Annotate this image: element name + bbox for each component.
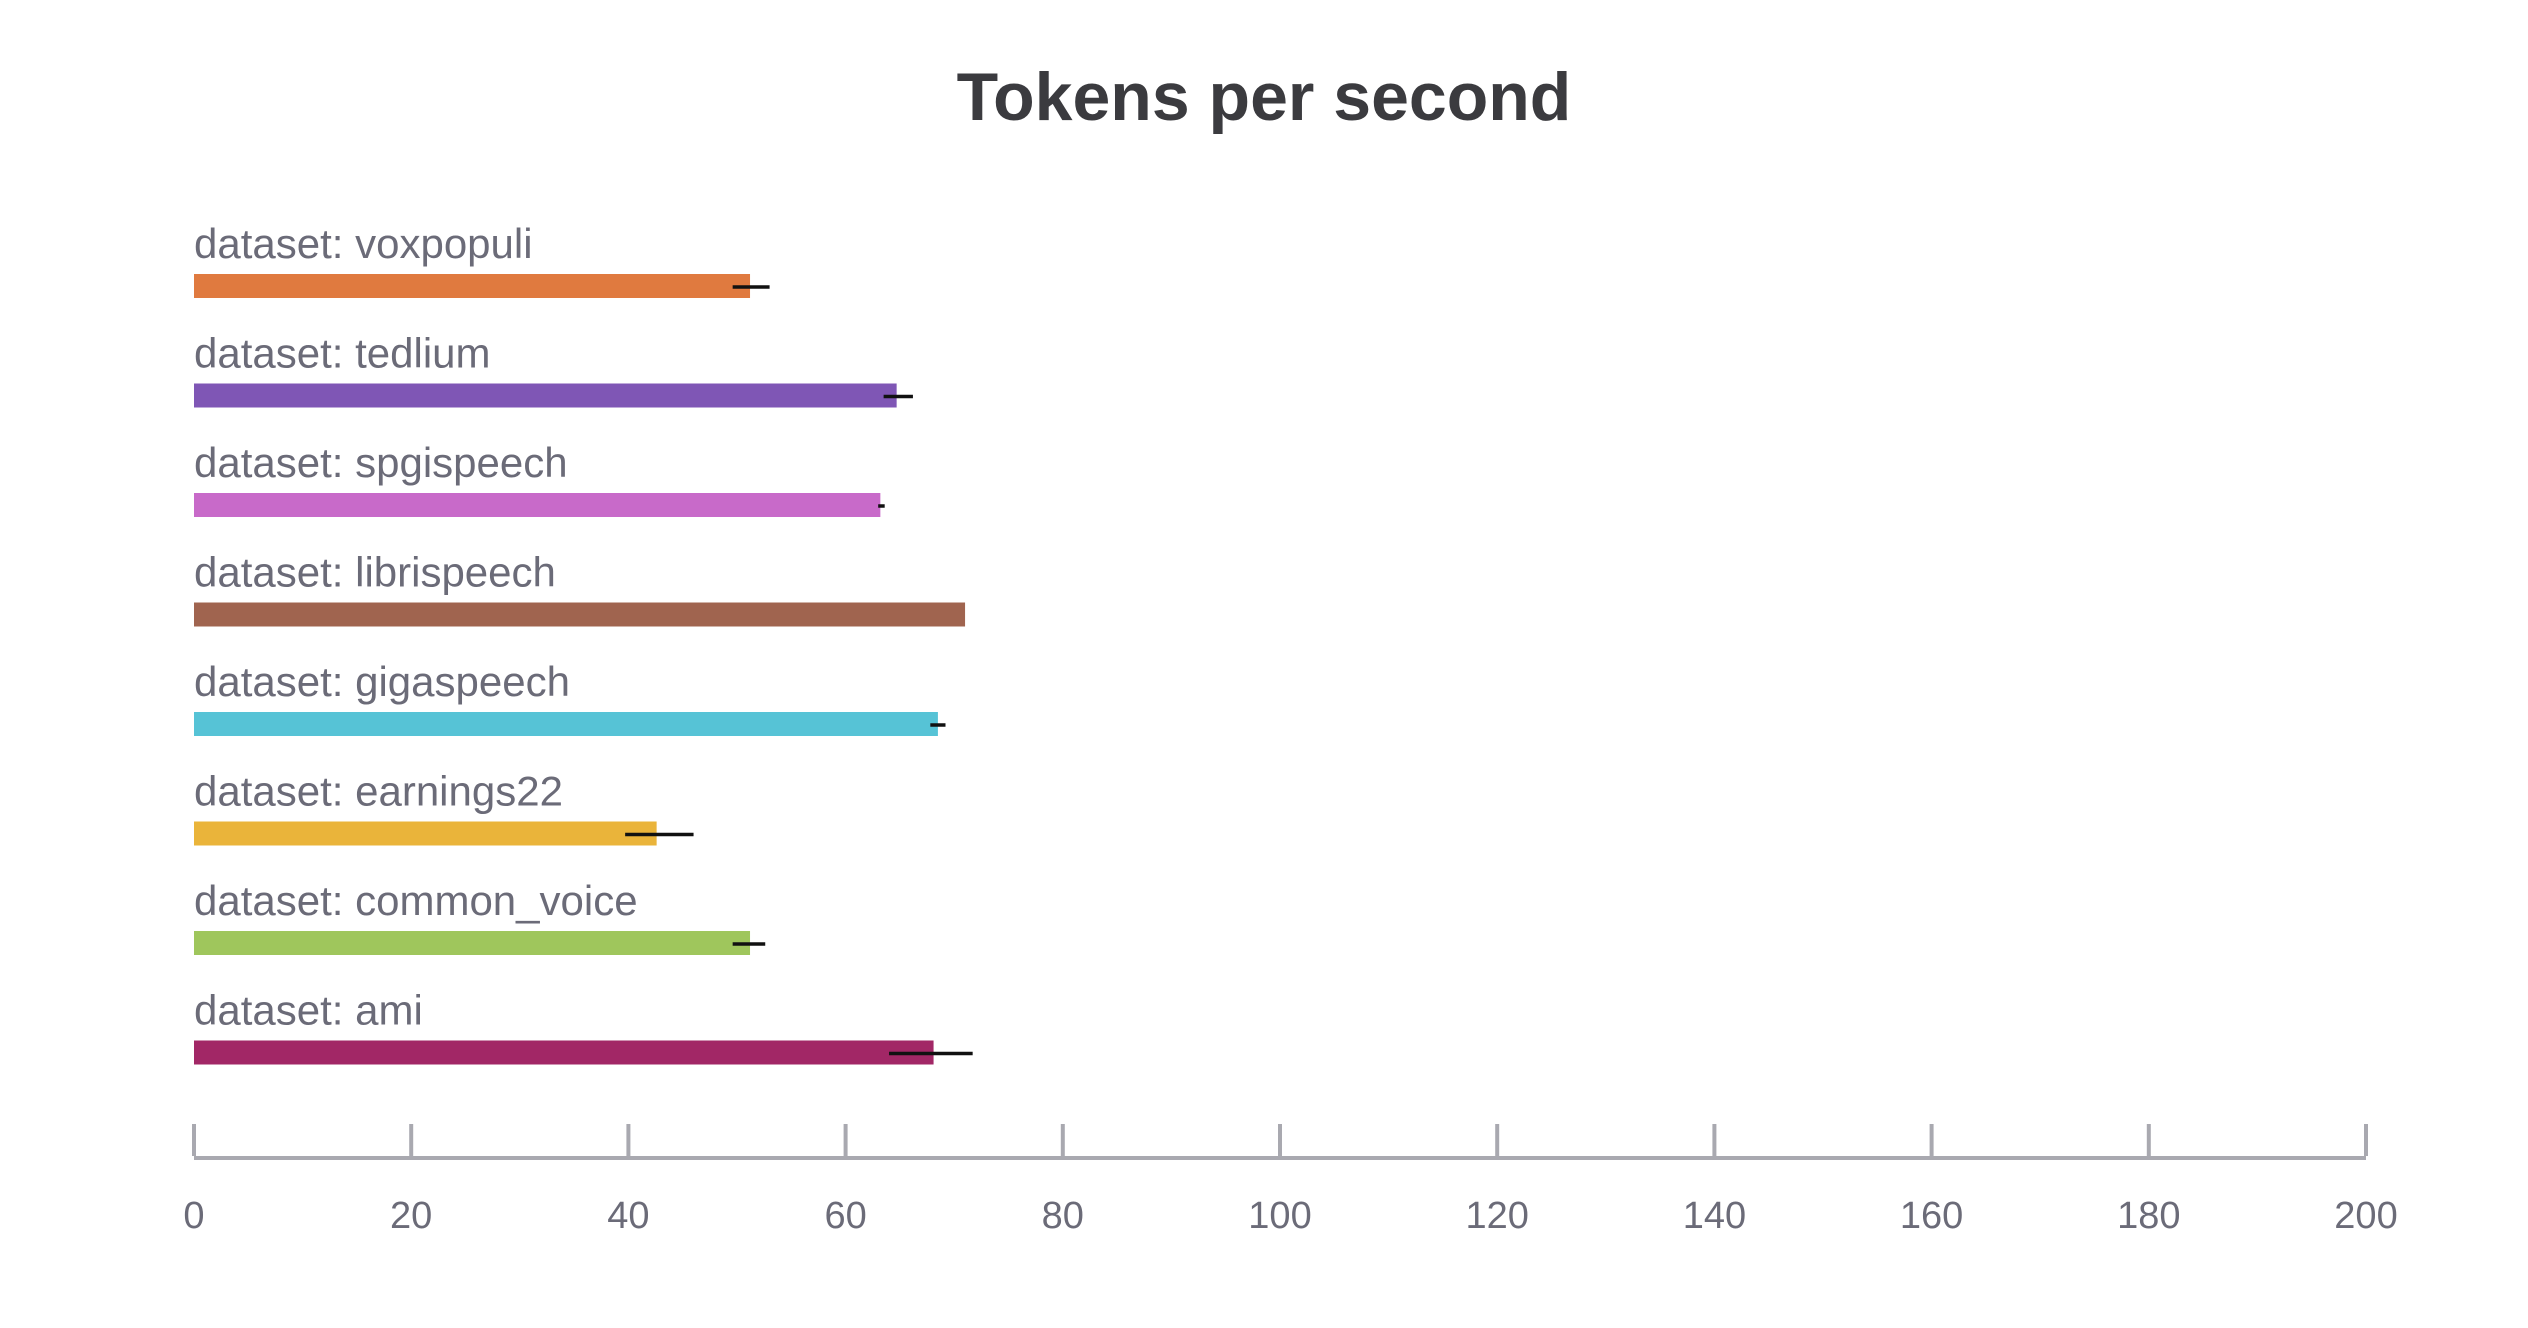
bar (194, 1040, 934, 1065)
bar (194, 712, 938, 736)
category-label: dataset: ami (194, 987, 423, 1034)
chart-title: Tokens per second (956, 59, 1572, 135)
category-label: dataset: tedlium (194, 330, 491, 377)
x-tick-label: 40 (607, 1195, 649, 1237)
bar (194, 821, 657, 846)
category-label: dataset: gigaspeech (194, 658, 570, 705)
bar (194, 493, 881, 517)
bar (194, 383, 897, 408)
x-tick-label: 0 (183, 1195, 204, 1237)
x-tick-label: 100 (1248, 1195, 1311, 1237)
x-tick-label: 20 (390, 1195, 432, 1237)
x-tick-label: 200 (2334, 1195, 2397, 1237)
x-axis: 0 20 40 60 80 100 120 140 160 180 200 (183, 1124, 2398, 1237)
x-tick-label: 140 (1683, 1195, 1746, 1237)
bars-layer: dataset: voxpopuli dataset: tedlium datase… (194, 220, 973, 1065)
bar (194, 602, 966, 627)
category-label: dataset: voxpopuli (194, 220, 533, 267)
x-tick-label: 160 (1900, 1195, 1963, 1237)
bar (194, 274, 751, 298)
x-tick-label: 120 (1465, 1195, 1528, 1237)
bar (194, 931, 751, 955)
x-tick-label: 60 (824, 1195, 866, 1237)
category-label: dataset: spgispeech (194, 439, 568, 486)
x-tick-label: 180 (2117, 1195, 2180, 1237)
x-tick-label: 80 (1042, 1195, 1084, 1237)
category-label: dataset: librispeech (194, 549, 556, 596)
category-label: dataset: earnings22 (194, 768, 563, 815)
category-label: dataset: common_voice (194, 877, 638, 924)
